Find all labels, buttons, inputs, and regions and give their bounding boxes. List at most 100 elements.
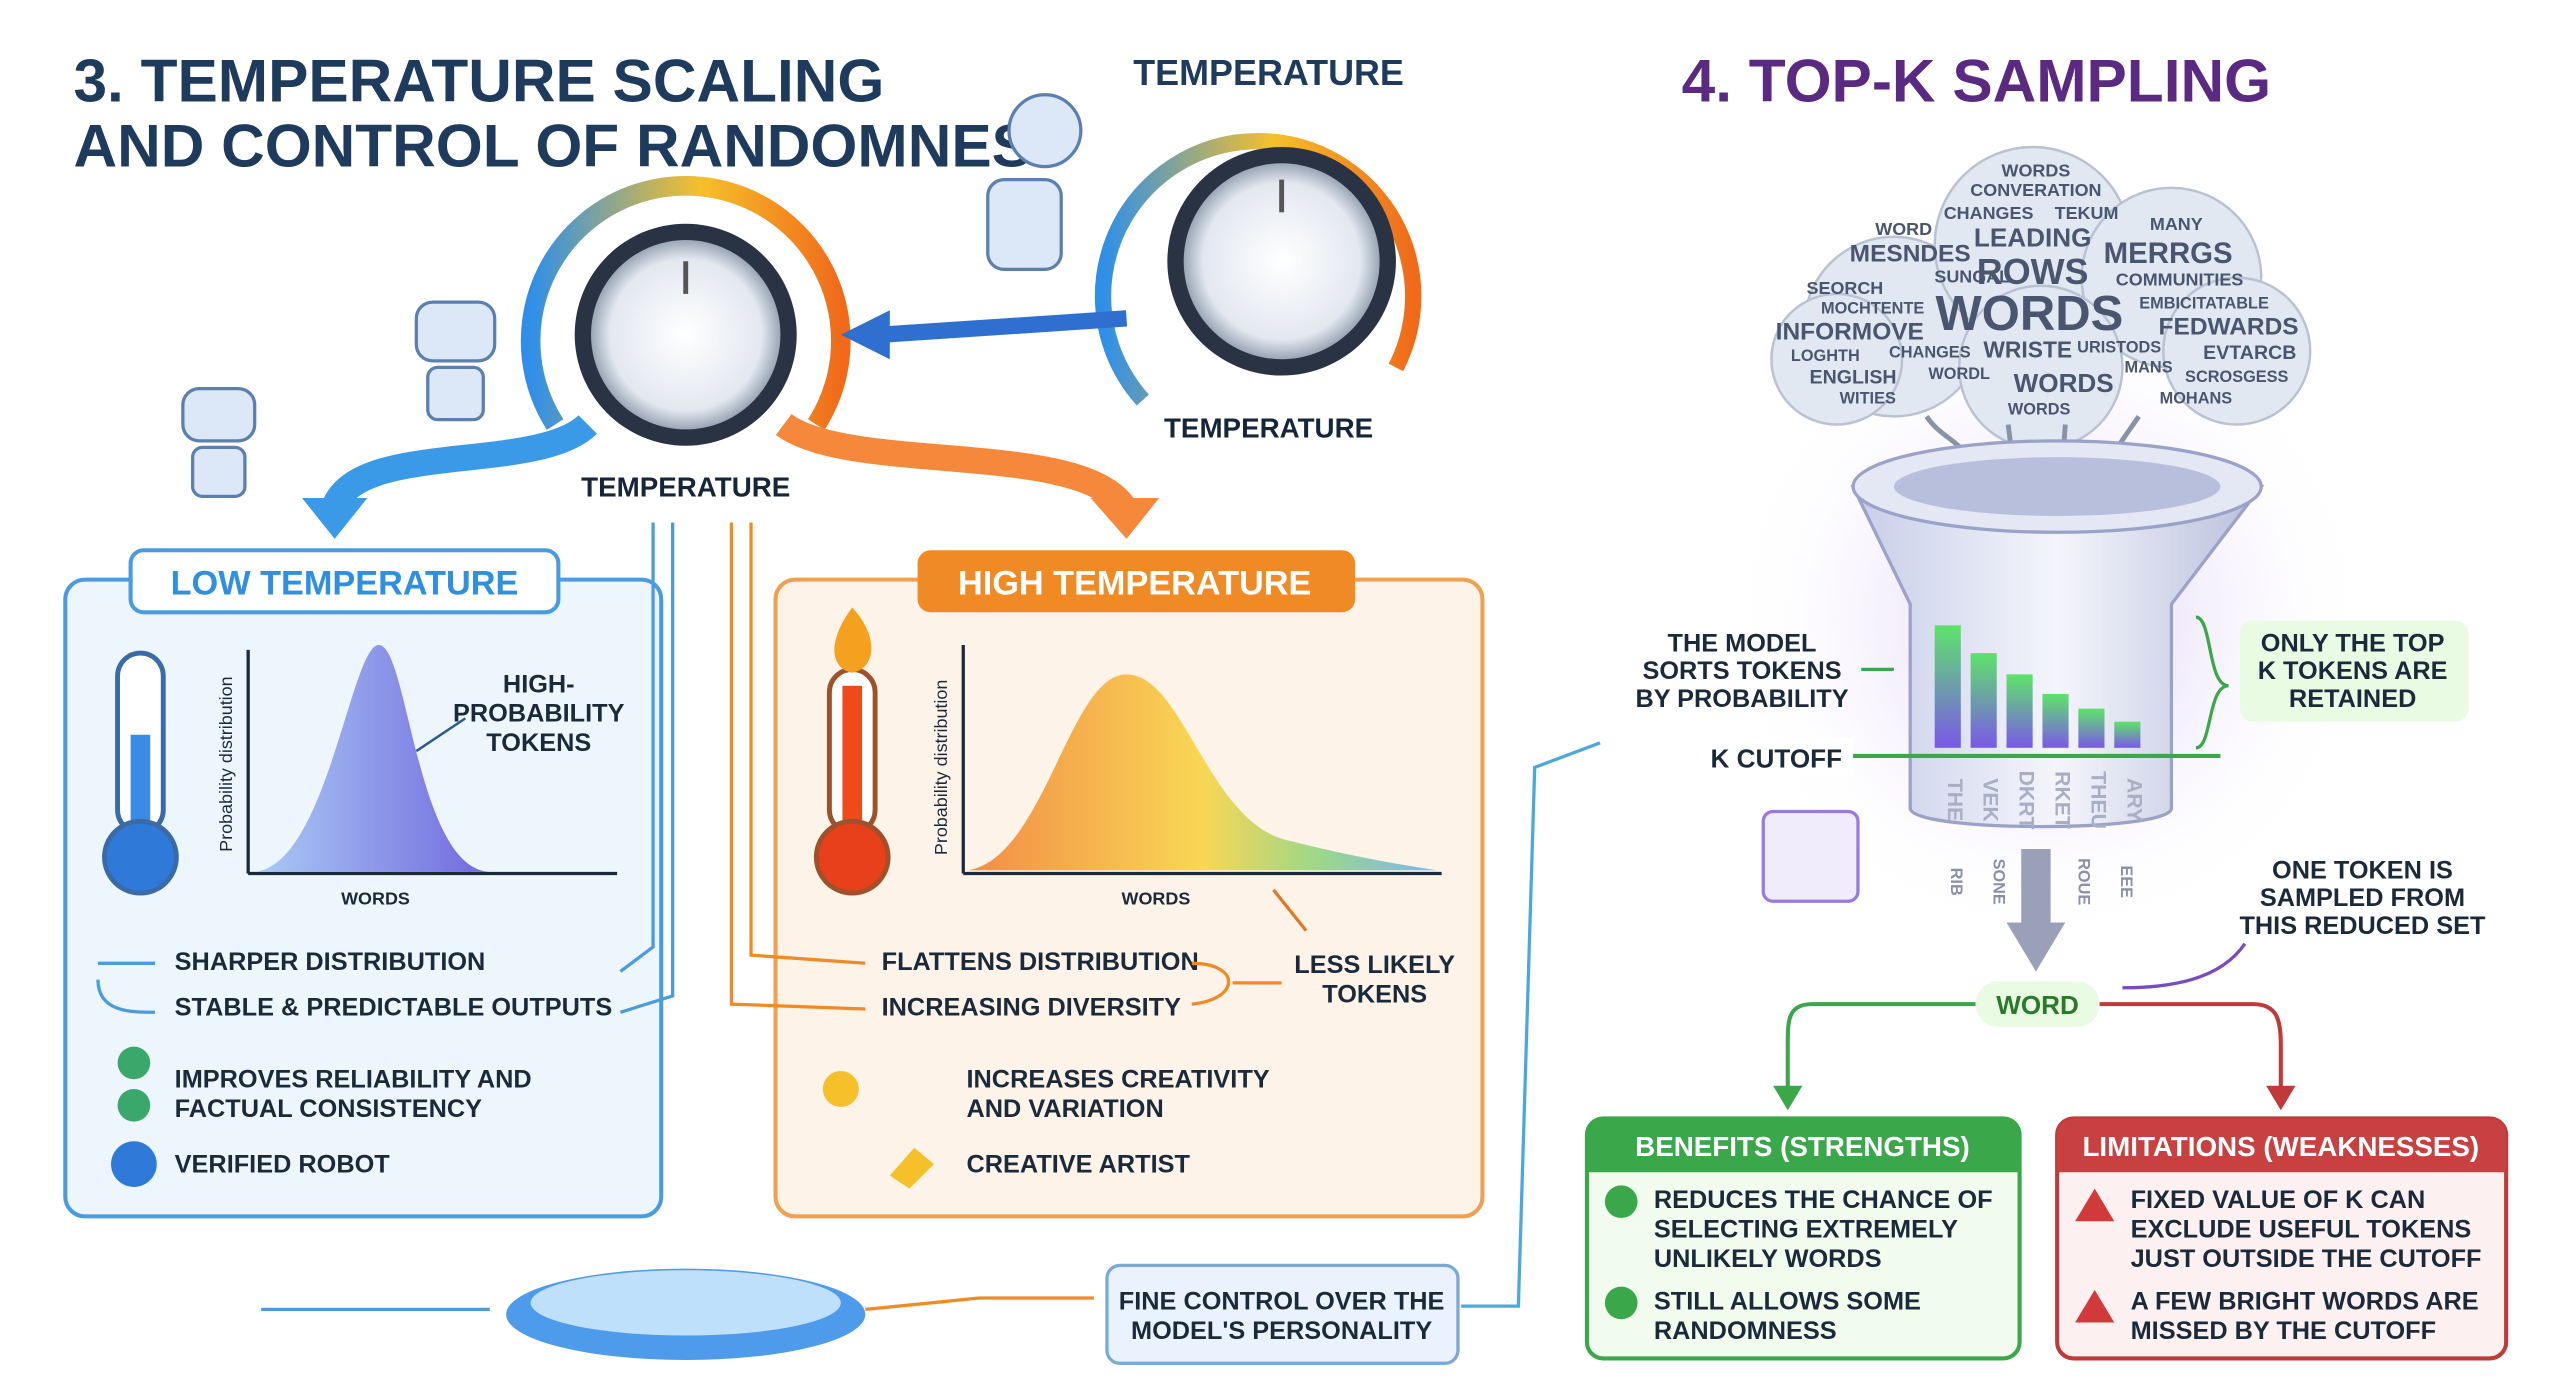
cloud-word: MESNDES	[1850, 240, 1971, 267]
label-line: SORTS TOKENS	[1642, 657, 1841, 685]
callout-line: MODEL'S PERSONALITY	[1131, 1317, 1432, 1345]
point: SHARPER DISTRIBUTION	[175, 948, 486, 976]
thermometer	[102, 650, 179, 896]
cloud-word: URISTODS	[2077, 339, 2161, 357]
cloud-word: MOHANS	[2160, 389, 2233, 407]
cloud-word: SUNGAL	[1934, 266, 2010, 286]
funnel	[1850, 439, 2265, 829]
panel-header: LOW TEMPERATURE	[171, 564, 519, 602]
item-line: EXCLUDE USEFUL TOKENS	[2131, 1216, 2472, 1244]
annotation: TOKENS	[486, 729, 591, 757]
point: VERIFIED ROBOT	[175, 1150, 391, 1178]
callout-box	[1105, 1263, 1460, 1365]
retained-box	[2240, 620, 2469, 722]
title: 4. TOP-K SAMPLING	[1682, 46, 2271, 114]
output-arrows	[2006, 849, 2066, 972]
connector	[2122, 942, 2247, 990]
label-line: THIS REDUCED SET	[2239, 912, 2486, 940]
result: WORD	[1996, 990, 2079, 1020]
high-chart	[961, 644, 1442, 932]
cloud-word: EVTARCB	[2203, 342, 2296, 364]
dial-label: TEMPERATURE	[1164, 413, 1373, 444]
cloud-word: SCROSGESS	[2185, 368, 2288, 386]
point: STABLE & PREDICTABLE OUTPUTS	[175, 994, 613, 1022]
arrowhead	[1773, 1085, 1803, 1111]
check-icon	[117, 1089, 151, 1122]
result-pill	[1975, 981, 2100, 1027]
funnel-token: DKRT	[2015, 771, 2038, 830]
bulb-icon	[822, 1071, 859, 1107]
callout-line: FINE CONTROL OVER THE	[1119, 1287, 1445, 1315]
label-line: ONE TOKEN IS	[2272, 856, 2453, 884]
cloud-word: WORDL	[1928, 365, 1990, 383]
item-line: STILL ALLOWS SOME	[1654, 1287, 1921, 1315]
low-chart	[246, 644, 618, 876]
cloud-word: WRISTE	[1983, 337, 2072, 363]
cloud-word: MERRGS	[2104, 237, 2233, 270]
label-line: ONLY THE TOP	[2261, 629, 2445, 657]
cloud-word: COMMUNITIES	[2116, 270, 2244, 290]
item-line: FIXED VALUE OF K CAN	[2131, 1186, 2426, 1214]
point: IMPROVES RELIABILITY AND	[175, 1065, 532, 1093]
title-line: AND CONTROL OF RANDOMNES	[73, 112, 1031, 180]
limitations-header-bg	[2057, 1118, 2507, 1173]
dial-label: TEMPERATURE	[581, 471, 790, 502]
cloud-word: WORDS	[1936, 287, 2124, 341]
check-icon	[1604, 1185, 1638, 1218]
point: FACTUAL CONSISTENCY	[175, 1095, 482, 1123]
doc-icon	[1761, 809, 1860, 903]
cloud-word: CHANGES	[1944, 203, 2034, 223]
platform-top	[530, 1270, 841, 1336]
brace	[1861, 615, 2229, 750]
y-axis-label: Probability distribution	[216, 676, 236, 851]
cloud-word: WORDS	[2014, 368, 2114, 398]
thermometer	[813, 607, 891, 896]
dial-label: TEMPERATURE	[1133, 52, 1404, 93]
output-token: SONE	[1989, 859, 2007, 905]
item-line: A FEW BRIGHT WORDS ARE	[2131, 1287, 2479, 1315]
output-token: RIB	[1947, 868, 1965, 896]
annotation: TOKENS	[1322, 980, 1427, 1008]
title-line: 3. TEMPERATURE SCALING	[73, 46, 884, 114]
label-line: SAMPLED FROM	[2260, 884, 2465, 912]
label-line: RETAINED	[2289, 685, 2416, 713]
item-line: MISSED BY THE CUTOFF	[2131, 1317, 2436, 1345]
cloud-word: TEKUM	[2055, 203, 2119, 223]
badge-icon	[111, 1141, 157, 1187]
item-line: SELECTING EXTREMELY	[1654, 1216, 1958, 1244]
point: FLATTENS DISTRIBUTION	[882, 948, 1199, 976]
point: CREATIVE ARTIST	[967, 1150, 1191, 1178]
branch	[2099, 1002, 2283, 1094]
annotation: HIGH-	[503, 670, 575, 698]
low-header-box	[128, 548, 561, 615]
cloud-word: ROWS	[1977, 251, 2089, 292]
item-line: REDUCES THE CHANCE OF	[1654, 1186, 1993, 1214]
x-axis-label: WORDS	[341, 889, 410, 909]
item-line: RANDOMNESS	[1654, 1317, 1837, 1345]
x-axis-label: WORDS	[1122, 889, 1191, 909]
cloud-word: MOCHTENTE	[1821, 300, 1924, 318]
cloud-word: LOGHTH	[1791, 347, 1860, 365]
cloud-word: WORDS	[2008, 401, 2071, 419]
dials	[302, 132, 1422, 539]
item-line: JUST OUTSIDE THE CUTOFF	[2131, 1245, 2482, 1273]
label-line: BY PROBABILITY	[1635, 685, 1848, 713]
panel-header: HIGH TEMPERATURE	[958, 564, 1311, 602]
cloud-word: WORD	[1875, 219, 1932, 239]
annotation: LESS LIKELY	[1294, 951, 1455, 979]
annotation: PROBABILITY	[453, 700, 625, 728]
point: INCREASING DIVERSITY	[882, 994, 1182, 1022]
point: INCREASES CREATIVITY	[967, 1065, 1270, 1093]
cloud-word: MANY	[2150, 214, 2203, 234]
star-icon	[889, 1147, 934, 1189]
funnel-token: VEK	[1979, 778, 2002, 822]
funnel-token: ARY	[2122, 778, 2145, 822]
warning-icon	[2075, 1289, 2115, 1323]
connector	[1191, 961, 1282, 1006]
box-header: LIMITATIONS (WEAKNESSES)	[2082, 1131, 2479, 1162]
box-header: BENEFITS (STRENGTHS)	[1635, 1131, 1970, 1162]
cloud-word: FEDWARDS	[2159, 314, 2299, 341]
label-line: K TOKENS ARE	[2258, 657, 2448, 685]
branch	[1785, 1002, 1976, 1094]
cloud-word: EMBICITATABLE	[2139, 295, 2269, 313]
